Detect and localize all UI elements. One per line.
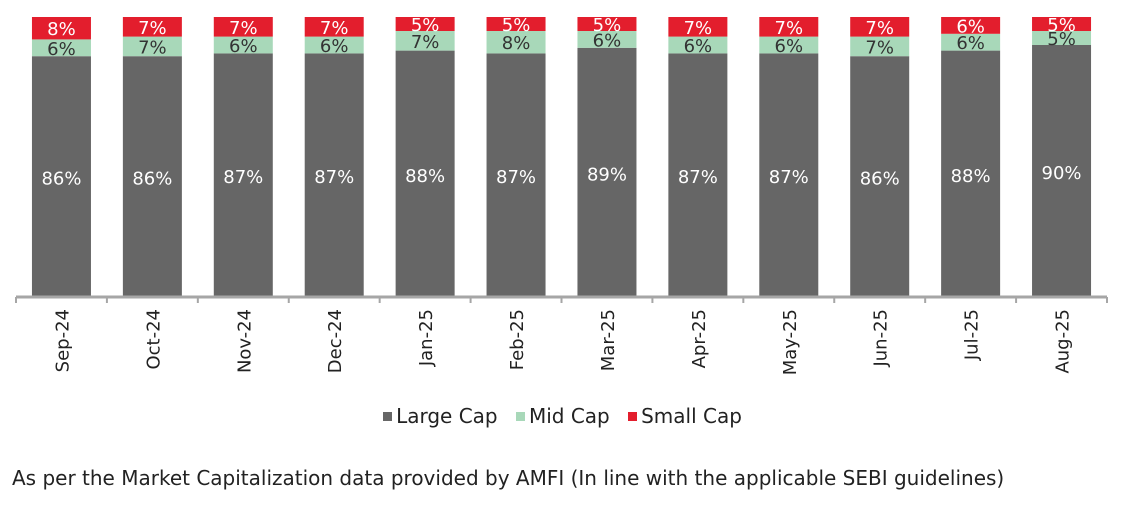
bar-large-cap	[122, 56, 182, 298]
data-label-large-cap: 90%	[1042, 163, 1082, 184]
bar-large-cap	[759, 53, 819, 298]
stacked-bar-chart: 86%6%8%Sep-2486%7%7%Oct-2487%6%7%Nov-248…	[15, 15, 1108, 375]
data-label-mid-cap: 7%	[138, 37, 167, 58]
data-label-small-cap: 5%	[593, 15, 622, 36]
chart-legend: Large Cap Mid Cap Small Cap	[0, 404, 1125, 428]
bar-large-cap	[577, 47, 637, 297]
x-tick-label: Aug-25	[1053, 309, 1074, 374]
x-tick-label: Oct-24	[143, 309, 164, 370]
bar-small-cap	[1032, 17, 1092, 31]
data-label-large-cap: 86%	[41, 169, 81, 190]
data-label-small-cap: 6%	[956, 16, 985, 37]
x-tick-label: Apr-25	[689, 309, 710, 368]
bar-small-cap	[31, 17, 91, 40]
data-label-large-cap: 87%	[678, 167, 718, 188]
bar-mid-cap	[395, 31, 455, 51]
data-label-small-cap: 7%	[229, 18, 258, 39]
x-tick-label: Jul-25	[962, 309, 983, 361]
data-label-small-cap: 7%	[775, 18, 804, 39]
data-label-mid-cap: 7%	[865, 37, 894, 58]
bar-mid-cap	[122, 36, 182, 57]
data-label-mid-cap: 5%	[1047, 29, 1076, 50]
legend-item-small-cap: Small Cap	[628, 404, 742, 428]
bar-small-cap	[759, 17, 819, 37]
data-label-small-cap: 7%	[865, 18, 894, 39]
bar-large-cap	[395, 50, 455, 297]
bar-large-cap	[213, 53, 273, 298]
bar-large-cap	[941, 50, 1001, 297]
data-label-mid-cap: 8%	[502, 33, 531, 54]
bar-small-cap	[577, 17, 637, 31]
data-label-mid-cap: 7%	[411, 32, 440, 53]
data-label-small-cap: 5%	[1047, 15, 1076, 36]
data-label-small-cap: 7%	[684, 18, 713, 39]
data-label-small-cap: 7%	[138, 18, 167, 39]
data-label-small-cap: 8%	[47, 19, 76, 40]
bar-large-cap	[31, 56, 91, 298]
data-label-large-cap: 87%	[496, 167, 536, 188]
legend-swatch-small-cap	[628, 412, 638, 421]
x-tick-label: Feb-25	[507, 309, 528, 370]
data-label-large-cap: 89%	[587, 164, 627, 185]
data-label-large-cap: 87%	[314, 167, 354, 188]
data-label-small-cap: 7%	[320, 18, 349, 39]
bar-large-cap	[668, 53, 728, 298]
legend-swatch-large-cap	[383, 412, 393, 421]
bar-mid-cap	[759, 36, 819, 54]
bar-small-cap	[122, 17, 182, 37]
x-tick-label: Dec-24	[325, 309, 346, 373]
x-tick-label: Sep-24	[52, 309, 73, 372]
bar-small-cap	[486, 17, 546, 31]
data-label-large-cap: 86%	[132, 169, 172, 190]
bar-mid-cap	[304, 36, 364, 54]
data-label-small-cap: 5%	[502, 15, 531, 36]
legend-swatch-mid-cap	[515, 412, 525, 421]
data-label-large-cap: 88%	[405, 166, 445, 187]
x-tick-label: Mar-25	[598, 309, 619, 371]
x-tick-label: Jun-25	[871, 309, 892, 368]
legend-item-mid-cap: Mid Cap	[515, 404, 610, 428]
data-label-large-cap: 86%	[860, 169, 900, 190]
data-label-mid-cap: 6%	[229, 36, 258, 57]
legend-label-small-cap: Small Cap	[641, 404, 742, 428]
bar-mid-cap	[213, 36, 273, 54]
x-tick-label: May-25	[780, 309, 801, 375]
data-label-mid-cap: 6%	[684, 36, 713, 57]
bar-mid-cap	[941, 33, 1001, 51]
bar-large-cap	[486, 53, 546, 298]
bar-large-cap	[850, 56, 910, 298]
data-label-large-cap: 87%	[769, 167, 809, 188]
bar-mid-cap	[1032, 31, 1092, 45]
bar-mid-cap	[850, 36, 910, 57]
bar-small-cap	[304, 17, 364, 37]
x-tick-label: Nov-24	[234, 309, 255, 373]
bar-large-cap	[304, 53, 364, 298]
data-label-large-cap: 88%	[951, 166, 991, 187]
x-tick-label: Jan-25	[416, 309, 437, 367]
data-label-mid-cap: 6%	[320, 36, 349, 57]
data-label-mid-cap: 6%	[47, 39, 76, 60]
data-label-mid-cap: 6%	[956, 33, 985, 54]
bar-mid-cap	[577, 31, 637, 48]
bar-small-cap	[941, 17, 1001, 34]
legend-label-large-cap: Large Cap	[396, 404, 498, 428]
data-label-large-cap: 87%	[223, 167, 263, 188]
bar-large-cap	[1032, 45, 1092, 297]
bar-small-cap	[395, 17, 455, 31]
bar-mid-cap	[486, 31, 546, 54]
bar-small-cap	[850, 17, 910, 37]
data-label-mid-cap: 6%	[593, 30, 622, 51]
footnote: As per the Market Capitalization data pr…	[12, 466, 1005, 490]
bar-mid-cap	[668, 36, 728, 54]
legend-label-mid-cap: Mid Cap	[528, 404, 610, 428]
bar-mid-cap	[31, 39, 91, 57]
bar-small-cap	[668, 17, 728, 37]
data-label-small-cap: 5%	[411, 15, 440, 36]
data-label-mid-cap: 6%	[775, 36, 804, 57]
legend-item-large-cap: Large Cap	[383, 404, 498, 428]
bar-small-cap	[213, 17, 273, 37]
